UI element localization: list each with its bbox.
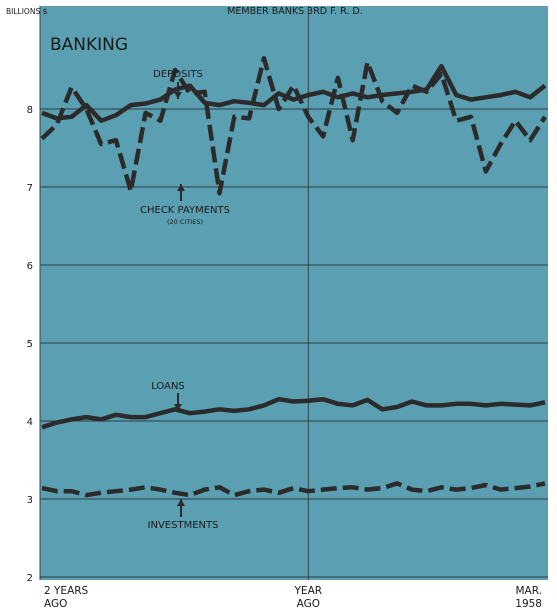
y-tick-2: 2 bbox=[27, 573, 33, 584]
x-tick-label: AGO bbox=[44, 598, 67, 610]
investments-label: INVESTMENTS bbox=[148, 520, 219, 531]
plot-background bbox=[40, 6, 548, 580]
chart-title: BANKING bbox=[50, 35, 128, 55]
x-tick-label: 2 YEARS bbox=[44, 585, 89, 597]
y-tick-6: 6 bbox=[27, 261, 33, 272]
y-tick-4: 4 bbox=[27, 417, 33, 428]
chart-subtitle: MEMBER BANKS 3RD F. R. D. bbox=[227, 6, 363, 17]
y-tick-labels: 2 3 4 5 6 7 8 bbox=[27, 105, 33, 584]
y-tick-7: 7 bbox=[27, 183, 33, 194]
y-axis-label: BILLIONS $ bbox=[6, 7, 48, 16]
deposits-line bbox=[41, 63, 547, 123]
x-tick-label: MAR. bbox=[515, 585, 542, 597]
deposits-arrow-head bbox=[174, 92, 182, 99]
check-payments-label: CHECK PAYMENTS bbox=[140, 205, 230, 216]
y-tick-8: 8 bbox=[27, 105, 33, 116]
check-payments-sublabel: (20 CITIES) bbox=[167, 218, 203, 226]
loans-line bbox=[41, 396, 546, 430]
check-payments-arrow-head bbox=[177, 184, 185, 191]
x-tick-label: AGO bbox=[297, 598, 320, 610]
investments-arrow-head bbox=[177, 499, 185, 506]
investments-line bbox=[41, 481, 546, 498]
y-tick-3: 3 bbox=[27, 495, 33, 506]
deposits-label: DEPOSITS bbox=[153, 69, 203, 80]
y-tick-5: 5 bbox=[27, 339, 33, 350]
loans-arrow-head bbox=[174, 404, 182, 411]
series-group bbox=[40, 56, 547, 498]
loans-label: LOANS bbox=[151, 381, 185, 392]
x-tick-label: YEAR bbox=[294, 585, 323, 597]
check-payments-line bbox=[40, 56, 547, 196]
annotation-arrows bbox=[174, 82, 185, 517]
x-tick-label: 1958 bbox=[515, 598, 542, 610]
